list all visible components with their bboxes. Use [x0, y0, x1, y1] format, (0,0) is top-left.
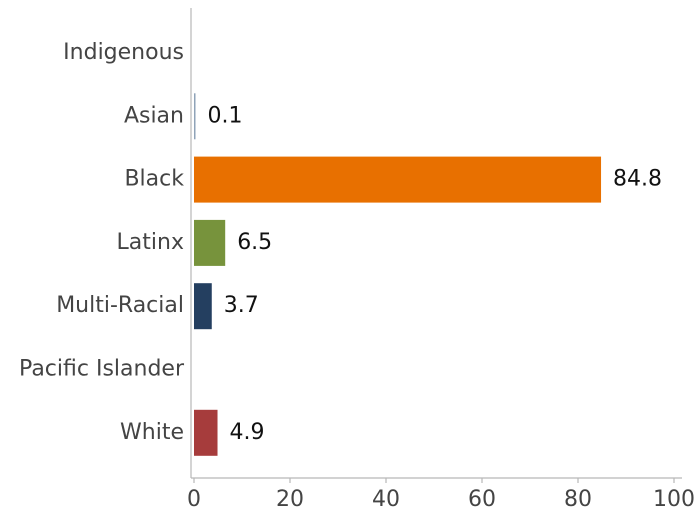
value-labels-group: 0.1 84.8 6.5 3.7 4.9 — [208, 103, 663, 445]
value-label-asian: 0.1 — [208, 103, 243, 128]
category-label-latinx: Latinx — [117, 230, 184, 255]
axes-group — [190, 8, 682, 479]
category-labels-group: Indigenous Asian Black Latinx Multi-Racial Pa… — [19, 40, 185, 445]
x-tick-label-60: 60 — [468, 487, 496, 512]
value-label-latinx: 6.5 — [237, 230, 272, 255]
bar-asian — [194, 93, 196, 140]
x-tick-label-20: 20 — [276, 487, 304, 512]
category-label-multi-racial: Multi-Racial — [56, 293, 184, 318]
x-tick-label-0: 0 — [187, 487, 201, 512]
category-label-pacific-islander: Pacific Islander — [19, 357, 185, 382]
x-ticks-group: 0 20 40 60 80 100 — [187, 478, 695, 512]
value-label-black: 84.8 — [613, 167, 662, 192]
category-label-indigenous: Indigenous — [63, 40, 184, 65]
x-tick-label-80: 80 — [564, 487, 592, 512]
bar-multi-racial — [194, 283, 212, 330]
bars-group — [194, 93, 602, 456]
category-label-asian: Asian — [124, 103, 184, 128]
value-label-multi-racial: 3.7 — [224, 293, 259, 318]
bar-latinx — [194, 219, 226, 266]
value-label-white: 4.9 — [230, 420, 265, 445]
x-tick-label-100: 100 — [653, 487, 695, 512]
bar-white — [194, 409, 218, 456]
category-label-white: White — [120, 420, 184, 445]
category-label-black: Black — [124, 167, 184, 192]
bar-black — [194, 156, 602, 203]
x-tick-label-40: 40 — [372, 487, 400, 512]
